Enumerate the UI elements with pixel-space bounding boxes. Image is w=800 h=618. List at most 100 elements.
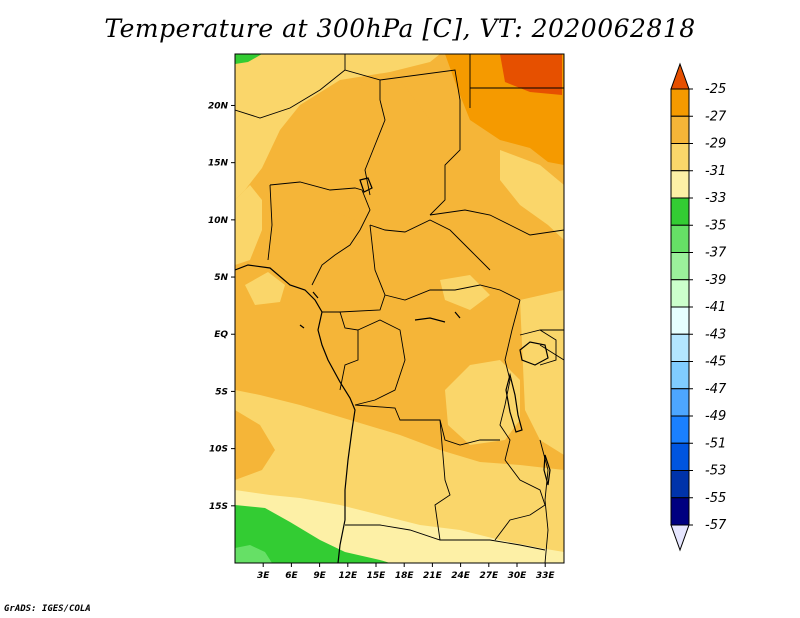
lake-malawi (543, 454, 551, 486)
lon-tick-label: 6E (285, 571, 298, 581)
field-region-m33-m31-north (235, 54, 440, 200)
boundary-car-drc (384, 284, 521, 301)
lat-tick-label: 20N (208, 101, 229, 111)
colorbar-segment (670, 143, 690, 172)
boundary-nigeria-cameroon (311, 189, 371, 286)
colorbar-segment (670, 415, 690, 444)
lon-tick-label: 3E (257, 571, 270, 581)
colorbar-segment (670, 88, 690, 117)
colorbar-level-label: -53 (705, 464, 726, 479)
field-region-m33-m31-patch2 (440, 275, 490, 310)
lon-tick-label: 15E (367, 571, 387, 581)
boundary-benin-nigeria (267, 184, 273, 261)
lake-congo-basin (414, 311, 461, 323)
lon-tick-label: 24E (451, 571, 471, 581)
map-axes: 20N 15N 10N 5N EQ 5S 10S 15S 3E 6E 9E 12E 15E 18E 21E 2… (208, 101, 555, 581)
colorbar-level-label: -47 (705, 382, 727, 397)
colorbar-level-label: -41 (705, 300, 726, 315)
lon-tick-label: 30E (508, 571, 528, 581)
field-region-m37-m35-southwest (235, 505, 390, 563)
colorbar-level-label: -25 (705, 82, 726, 97)
field-region-m37-m35-northwest (235, 54, 262, 64)
map-frame (234, 53, 565, 564)
boundary-zimbabwe (489, 539, 546, 551)
field-region-m33-m31-southeast (520, 290, 564, 455)
field-region-m31-m29-southwest-tongue (235, 410, 275, 480)
colorbar-bottom-arrow (670, 524, 690, 552)
boundary-chad-car (369, 219, 491, 271)
colorbar-segment (670, 306, 690, 335)
colorbar-top-arrow (670, 62, 690, 90)
field-region-m27-m25-hotspot (500, 54, 562, 95)
lat-tick-label: 10N (208, 216, 229, 226)
colorbar-level-label: -39 (705, 273, 726, 288)
colorbar-level-label: -35 (705, 218, 726, 233)
coastline-west-africa (235, 264, 356, 563)
boundary-zambia-east (494, 459, 546, 541)
map-title: Temperature at 300hPa [C], VT: 202006281… (104, 14, 696, 43)
colorbar-segment (670, 252, 690, 281)
grads-credit: GrADS: IGES/COLA (4, 604, 91, 614)
colorbar-level-label: -29 (705, 137, 726, 152)
boundary-congo-drc (354, 319, 406, 406)
colorbar-segment (670, 115, 690, 144)
colorbar-segment (670, 224, 690, 253)
boundary-uganda (519, 329, 557, 366)
lat-tick-label: 15S (209, 502, 228, 512)
field-region-m33-m31-east (500, 150, 564, 240)
colorbar-level-label: -57 (705, 518, 727, 533)
lon-tick-label: 9E (313, 571, 326, 581)
lake-tanganyika (505, 372, 523, 433)
field-region-m33-m31-patch1 (245, 272, 285, 305)
boundary-tanzania-kenya (539, 329, 564, 361)
colorbar-level-label: -49 (705, 409, 726, 424)
lon-tick-label: 18E (395, 571, 415, 581)
boundary-niger-nigeria (235, 69, 363, 191)
lat-tick-label: 10S (209, 445, 228, 455)
boundary-angola-drc (354, 404, 500, 446)
boundary-egypt-sudan (469, 54, 564, 108)
colorbar-segment (670, 388, 690, 417)
field-region-m39-m37-southwest (235, 545, 272, 563)
coastline-gulf-of-guinea-islands (299, 291, 319, 329)
lat-tick-label: 5N (214, 273, 228, 283)
boundary-chad-sudan (379, 69, 461, 216)
colorbar-level-label: -37 (705, 246, 727, 261)
country-boundaries (235, 54, 564, 563)
field-region-m33-m31-southcentral (445, 360, 520, 445)
colorbar-level-label: -55 (705, 491, 726, 506)
colorbar-level-label: -45 (705, 355, 726, 370)
temperature-field (235, 54, 564, 563)
boundary-libya-chad (344, 54, 386, 196)
boundary-angola-namibia (345, 524, 490, 541)
lake-victoria (519, 341, 549, 366)
colorbar-segment (670, 361, 690, 390)
lat-tick-label: 5S (215, 387, 228, 397)
colorbar-segment (670, 279, 690, 308)
colorbar-segment (670, 497, 690, 526)
boundary-drc-east (499, 299, 521, 461)
lake-chad (359, 177, 373, 193)
colorbar: -25 -27 -29 -31 -33 -35 -37 -39 -41 -43 -45 -47 -49 -… (670, 62, 727, 552)
lon-tick-label: 21E (423, 571, 443, 581)
colorbar-level-label: -43 (705, 327, 726, 342)
colorbar-level-label: -27 (705, 109, 727, 124)
colorbar-segment (670, 197, 690, 226)
colorbar-level-label: -33 (705, 191, 726, 206)
colorbar-level-label: -31 (705, 164, 726, 179)
colorbar-segment (670, 470, 690, 499)
colorbar-segment (670, 442, 690, 471)
coastlines (235, 177, 551, 563)
boundary-malawi (539, 439, 549, 563)
boundary-angola-zambia (434, 419, 451, 541)
lat-tick-label: EQ (214, 330, 228, 340)
field-region-m29-m27-central (330, 80, 430, 230)
lon-tick-label: 33E (536, 571, 556, 581)
boundary-southsudan-sudan (429, 209, 564, 236)
colorbar-segment (670, 333, 690, 362)
lat-tick-label: 15N (208, 159, 229, 169)
colorbar-level-label: -51 (705, 436, 726, 451)
lon-tick-label: 12E (338, 571, 358, 581)
lon-tick-label: 27E (479, 571, 499, 581)
field-region-m33-m31-northwest2 (235, 185, 262, 265)
